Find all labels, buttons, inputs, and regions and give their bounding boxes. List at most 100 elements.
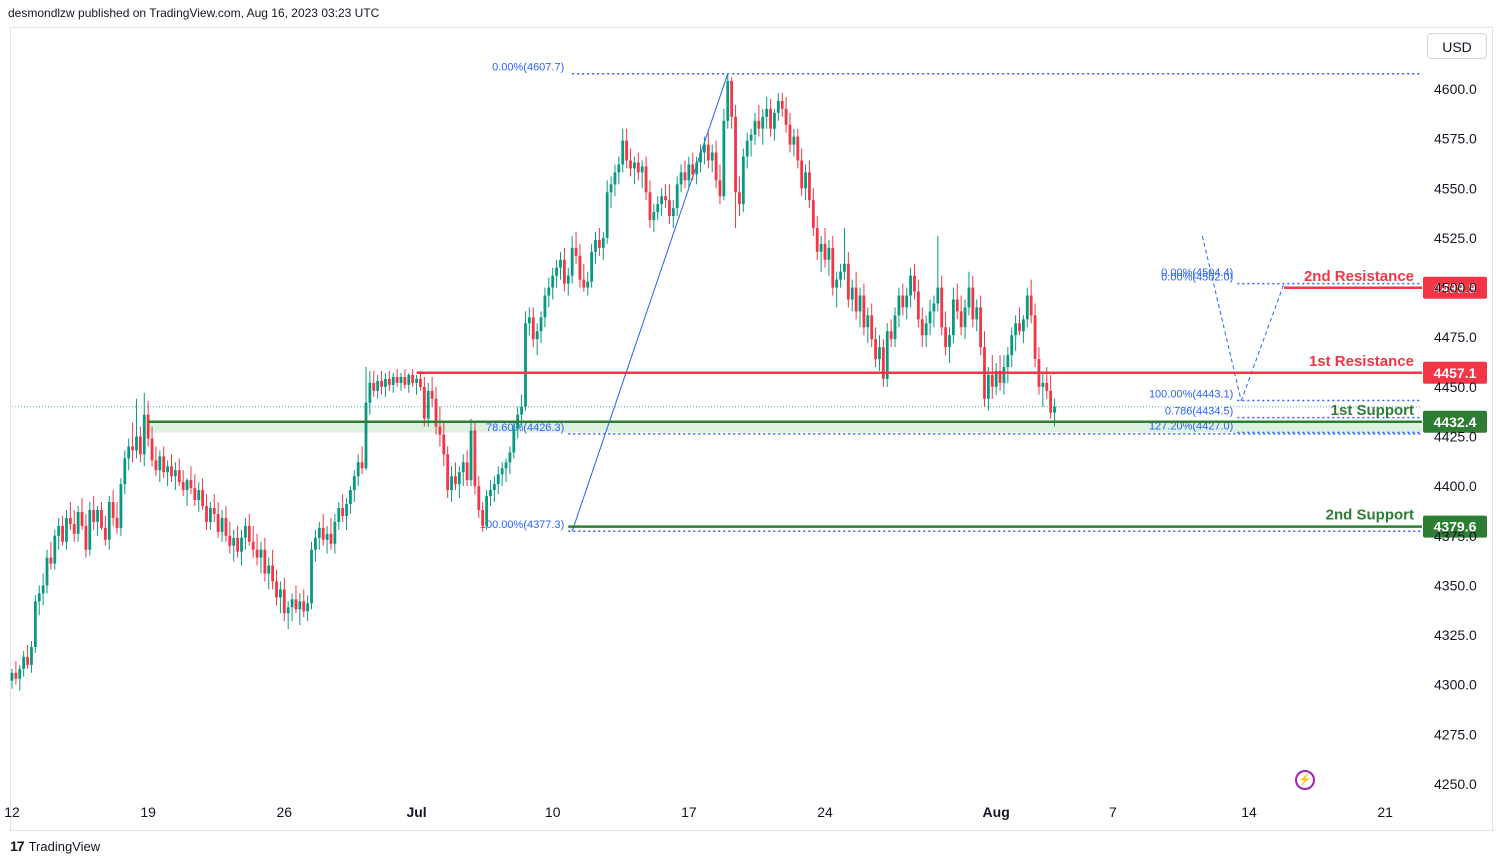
candle-body (461, 462, 465, 473)
fib-label: 127.20%(4427.0) (1149, 421, 1233, 433)
y-tick-label: 4275.0 (1434, 726, 1477, 742)
candle-body (547, 287, 551, 296)
candle-body (119, 484, 123, 528)
candle-body (376, 380, 380, 391)
candle-body (158, 456, 162, 471)
candle-body (555, 267, 558, 276)
candle-body (150, 438, 154, 461)
candle-body (722, 120, 726, 197)
candle-body (819, 243, 823, 252)
candle-body (170, 466, 173, 477)
candle-body (364, 402, 368, 469)
candle-body (804, 172, 807, 189)
candlestick-series (10, 73, 1056, 691)
candle-body (963, 307, 967, 328)
candle-body (96, 509, 99, 522)
candle-body (800, 160, 804, 189)
candle-body (745, 140, 749, 157)
candle-body (1006, 355, 1010, 367)
candle-body (403, 376, 407, 385)
candle-body (881, 347, 885, 379)
price-axis: 4250.0 4275.0 4300.0 4325.0 4350.0 4375.0 4400… (1434, 81, 1477, 792)
candle-body (411, 374, 415, 383)
candle-body (107, 502, 111, 540)
level-label: 2nd Support (1326, 507, 1414, 524)
candle-body (1014, 323, 1018, 336)
candle-body (193, 488, 197, 501)
candle-body (839, 271, 842, 280)
candle-body (788, 124, 792, 145)
candle-body (247, 525, 251, 542)
candle-body (415, 378, 418, 383)
candle-body (166, 466, 169, 473)
candle-body (967, 287, 971, 308)
currency-button[interactable]: USD (1427, 33, 1487, 59)
candle-body (1049, 390, 1053, 413)
candle-body (913, 275, 916, 292)
candle-body (773, 112, 776, 129)
candle-body (928, 311, 932, 324)
candle-body (185, 480, 189, 491)
candle-body (1010, 335, 1014, 356)
candle-body (827, 247, 831, 260)
y-tick-label: 4525.0 (1434, 230, 1477, 246)
candle-body (512, 428, 516, 453)
candle-body (492, 484, 496, 491)
candle-body (489, 490, 492, 497)
candle-body (422, 386, 426, 419)
candle-body (53, 535, 57, 564)
candle-body (769, 108, 772, 129)
candle-body (784, 108, 788, 125)
candle-body (208, 507, 212, 522)
candle-body (749, 134, 753, 141)
candle-body (345, 504, 348, 516)
candle-body (679, 172, 683, 185)
candle-body (885, 331, 889, 379)
candle-body (998, 370, 1002, 383)
candle-body (613, 172, 617, 185)
candle-body (714, 152, 718, 181)
chart-frame (10, 27, 1493, 831)
candle-body (271, 565, 275, 582)
candle-body (535, 331, 539, 340)
candle-body (905, 295, 909, 308)
candle-body (986, 374, 990, 399)
x-tick-label: Aug (983, 804, 1010, 820)
candle-body (333, 521, 337, 544)
candle-body (68, 517, 72, 524)
y-tick-label: 4250.0 (1434, 776, 1477, 792)
candle-body (26, 656, 29, 665)
price-tag-label: 4432.4 (1434, 414, 1477, 430)
tradingview-mark-icon: 17 (10, 838, 25, 854)
candle-body (80, 511, 84, 526)
candle-body (131, 446, 134, 451)
lightning-bolt-icon[interactable]: ⚡ (1295, 770, 1315, 790)
candle-body (757, 120, 761, 129)
candle-body (275, 581, 278, 598)
support-zone-band (148, 421, 1422, 433)
candle-body (103, 527, 107, 540)
candle-body (430, 390, 434, 399)
candle-body (244, 525, 247, 538)
level-label: 1st Resistance (1309, 353, 1414, 370)
candle-body (594, 239, 597, 252)
candle-body (33, 601, 37, 647)
candle-body (854, 287, 858, 312)
candle-body (469, 430, 473, 481)
candle-body (936, 287, 940, 304)
x-tick-label: 17 (681, 804, 697, 820)
candle-body (380, 380, 383, 387)
price-tag-label: 4457.1 (1434, 365, 1477, 381)
candle-body (551, 275, 555, 288)
fib-label: 0.00%(4607.7) (492, 62, 564, 74)
candle-body (442, 434, 446, 455)
y-tick-label: 4425.0 (1434, 429, 1477, 445)
candle-body (127, 446, 131, 459)
x-tick-label: Jul (406, 804, 426, 820)
fib-trend-line-b (571, 73, 729, 532)
candle-body (279, 589, 282, 598)
tradingview-logo[interactable]: 17 TradingView (10, 838, 100, 854)
candle-body (683, 172, 687, 181)
candle-body (951, 299, 955, 336)
